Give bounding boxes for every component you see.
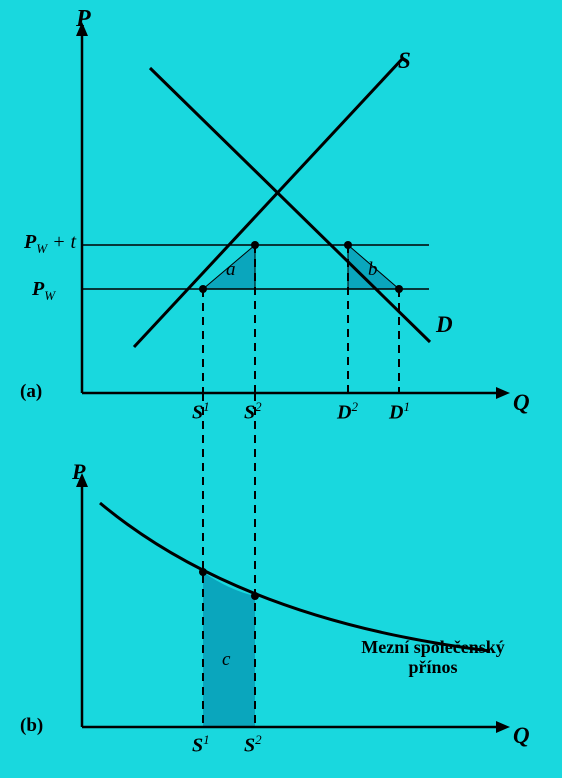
region-b-label: b: [368, 260, 378, 281]
dot: [395, 285, 403, 293]
x-axis-label-b: Q: [513, 723, 530, 748]
tick-s1-b: S1: [192, 733, 210, 757]
region-a-label: a: [226, 260, 236, 281]
tick-s2-b: S2: [244, 733, 262, 757]
marginal-social-benefit-text: Mezní společenskýpřínos: [338, 638, 528, 678]
tick-s1-a: S1: [192, 400, 210, 424]
dot: [251, 592, 259, 600]
tick-d2-a: D2: [337, 400, 358, 424]
dot: [251, 241, 259, 249]
dot: [199, 568, 207, 576]
dot: [199, 285, 207, 293]
dot: [344, 241, 352, 249]
panel-b-tag: (b): [20, 716, 43, 737]
demand-label: D: [436, 312, 453, 337]
supply-label: S: [398, 48, 411, 73]
panel-a-tag: (a): [20, 382, 42, 403]
y-axis-label-b: P: [72, 460, 85, 484]
pw-label: PW: [32, 278, 55, 303]
region-c-label: c: [222, 650, 230, 671]
tick-d1-a: D1: [389, 400, 410, 424]
x-axis-label-a: Q: [513, 390, 530, 415]
pw-plus-t-label: PW + t: [24, 231, 76, 256]
tick-s2-a: S2: [244, 400, 262, 424]
y-axis-label-a: P: [76, 6, 91, 32]
